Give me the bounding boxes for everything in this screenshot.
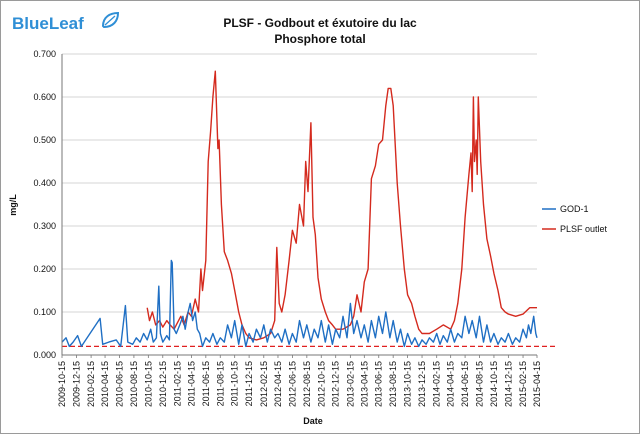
x-tick-label: 2010-12-15 xyxy=(158,361,168,407)
y-tick-label: 0.200 xyxy=(33,264,56,274)
y-tick-label: 0.700 xyxy=(33,49,56,59)
y-tick-label: 0.400 xyxy=(33,178,56,188)
x-tick-label: 2011-12-15 xyxy=(244,361,254,406)
x-tick-label: 2012-10-15 xyxy=(316,361,326,407)
chart-title: PLSF - Godbout et éxutoire du lac xyxy=(223,16,417,30)
x-tick-label: 2013-10-15 xyxy=(403,361,413,407)
x-tick-label: 2009-10-15 xyxy=(57,361,67,407)
x-tick-label: 2013-12-15 xyxy=(417,361,427,407)
x-tick-label: 2014-12-15 xyxy=(503,361,513,407)
x-tick-label: 2014-08-15 xyxy=(475,361,485,407)
x-tick-label: 2012-04-15 xyxy=(273,361,283,407)
x-tick-label: 2010-06-15 xyxy=(114,361,124,407)
x-tick-label: 2012-06-15 xyxy=(287,361,297,407)
x-tick-label: 2011-08-15 xyxy=(215,361,225,406)
x-tick-label: 2009-12-15 xyxy=(71,361,81,407)
x-tick-label: 2010-04-15 xyxy=(100,361,110,407)
y-tick-label: 0.300 xyxy=(33,221,56,231)
x-tick-label: 2013-04-15 xyxy=(359,361,369,407)
y-tick-label: 0.000 xyxy=(33,350,56,360)
x-tick-label: 2012-02-15 xyxy=(259,361,269,407)
x-tick-label: 2014-10-15 xyxy=(489,361,499,407)
x-tick-label: 2013-02-15 xyxy=(345,361,355,407)
x-tick-label: 2010-02-15 xyxy=(86,361,96,407)
series-line-god-1 xyxy=(61,259,538,348)
x-tick-label: 2015-04-15 xyxy=(532,361,542,407)
x-tick-label: 2011-04-15 xyxy=(186,361,196,406)
x-axis-title: Date xyxy=(303,416,323,426)
x-tick-label: 2012-12-15 xyxy=(331,361,341,407)
legend-label-god-1: GOD-1 xyxy=(560,204,589,214)
y-tick-labels: 0.000 0.100 0.200 0.300 0.400 0.500 0.600 0.700 xyxy=(33,49,56,360)
x-tick-label: 2013-06-15 xyxy=(374,361,384,407)
logo-text: BlueLeaf xyxy=(12,14,84,33)
x-tick-label: 2015-02-15 xyxy=(518,361,528,407)
x-tick-label: 2014-04-15 xyxy=(446,361,456,407)
x-tick-label: 2010-08-15 xyxy=(129,361,139,407)
x-tick-labels: 2009-10-15 2009-12-15 2010-02-15 2010-04-15… xyxy=(57,361,542,407)
x-tick-label: 2014-06-15 xyxy=(460,361,470,407)
legend: GOD-1 PLSF outlet xyxy=(542,204,608,234)
y-tick-label: 0.500 xyxy=(33,135,56,145)
series-line-plsf-outlet xyxy=(146,70,537,341)
x-tick-label: 2014-02-15 xyxy=(432,361,442,407)
blueleaf-logo: BlueLeaf xyxy=(12,11,120,33)
x-tick-label: 2012-08-15 xyxy=(302,361,312,407)
chart-subtitle: Phosphore total xyxy=(274,32,365,46)
x-tick-label: 2013-08-15 xyxy=(388,361,398,407)
y-tick-label: 0.600 xyxy=(33,92,56,102)
y-axis-title: mg/L xyxy=(8,194,18,216)
x-tick-label: 2010-10-15 xyxy=(143,361,153,407)
y-tick-label: 0.100 xyxy=(33,307,56,317)
gridlines xyxy=(62,53,537,313)
leaf-icon xyxy=(101,11,120,29)
legend-label-plsf-outlet: PLSF outlet xyxy=(560,224,608,234)
x-tick-label: 2011-02-15 xyxy=(172,361,182,406)
series-lines xyxy=(61,70,557,348)
x-tick-label: 2011-06-15 xyxy=(201,361,211,406)
axes xyxy=(61,54,538,358)
x-tick-label: 2011-10-15 xyxy=(230,361,240,406)
